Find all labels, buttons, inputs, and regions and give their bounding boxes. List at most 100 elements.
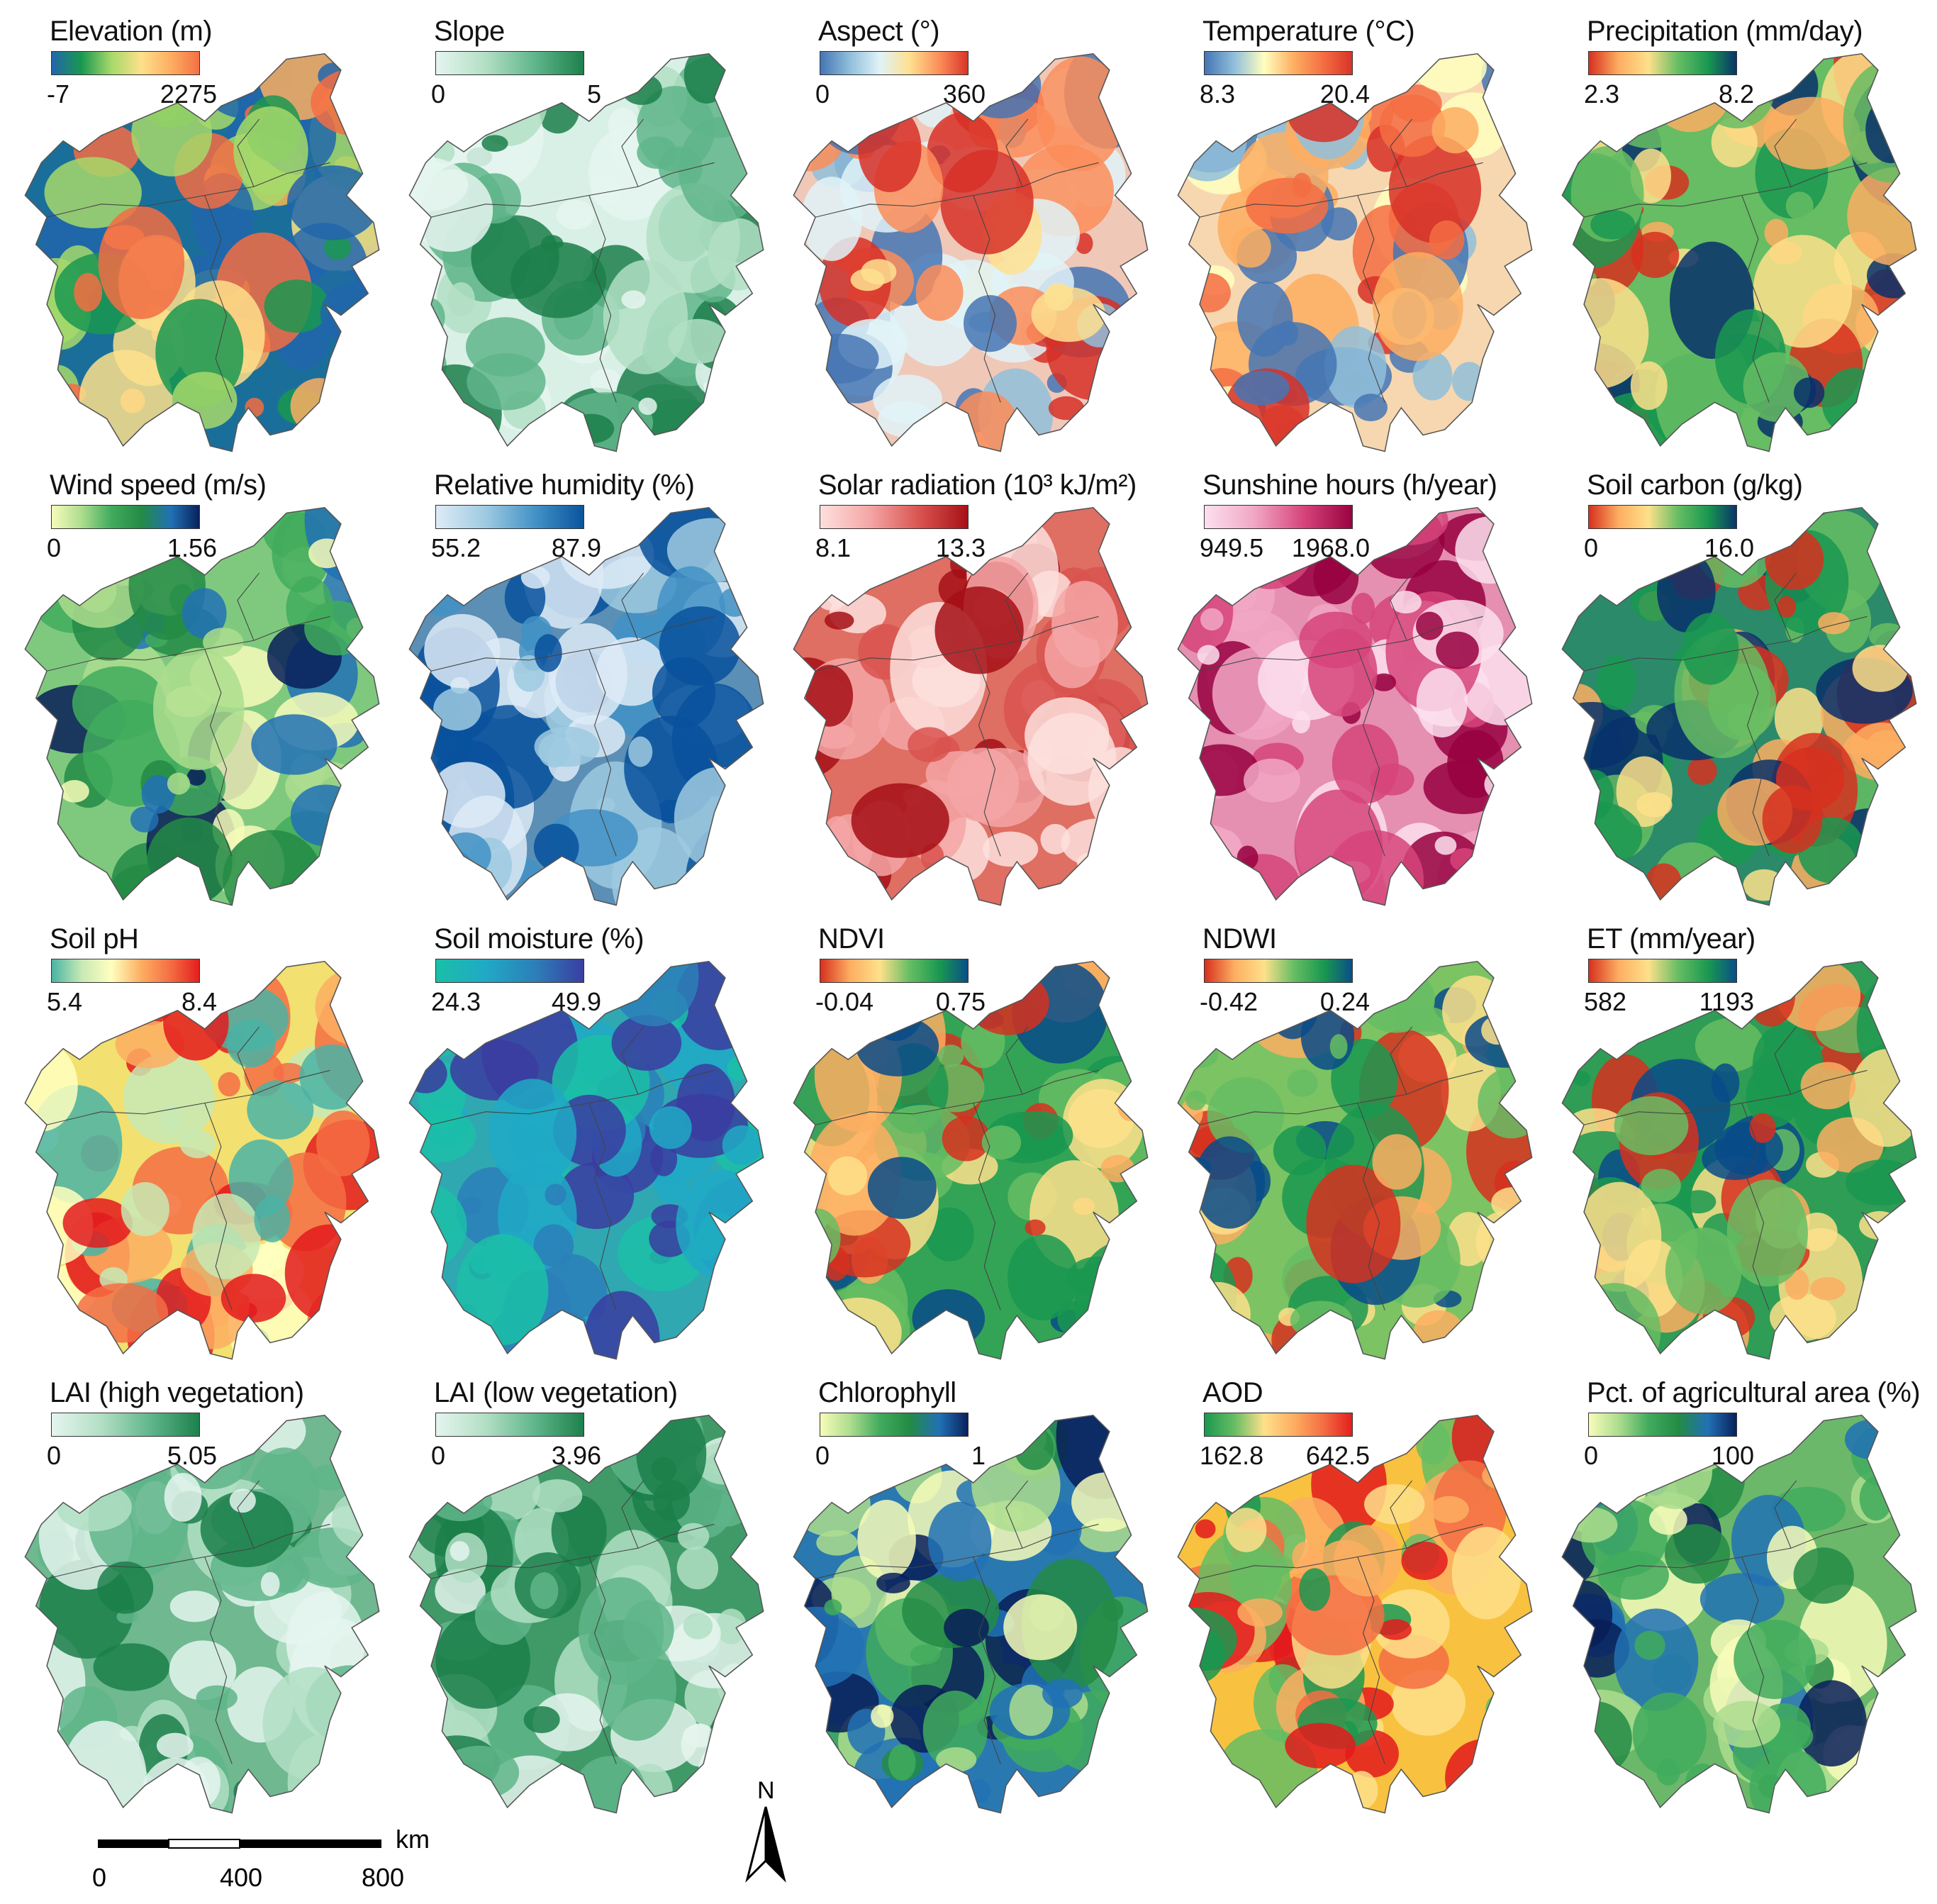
panel-title: Wind speed (m/s) [50, 469, 267, 501]
legend-max: 16.0 [1704, 533, 1754, 562]
legend-color-bar [1204, 1413, 1353, 1437]
panel-title: LAI (high vegetation) [50, 1377, 304, 1408]
legend-min: 0 [815, 79, 830, 108]
panel-title: Pct. of agricultural area (%) [1587, 1377, 1921, 1408]
legend-max: 1 [971, 1441, 986, 1470]
region-map [1551, 1404, 1927, 1830]
scale-unit: km [396, 1830, 430, 1854]
scale-tick-400: 400 [220, 1863, 262, 1892]
legend-color-bar [51, 1413, 200, 1437]
panel-title: LAI (low vegetation) [434, 1377, 678, 1408]
legend-color-bar [820, 505, 968, 529]
map-panel: Temperature (°C) 8.3 20.4 [1167, 14, 1543, 468]
legend-min: 8.1 [815, 533, 852, 562]
map-panel: Soil carbon (g/kg) 0 16.0 [1551, 468, 1927, 922]
north-label: N [757, 1777, 775, 1804]
map-panel: Slope 0 5 [398, 14, 774, 468]
panel-title: NDVI [818, 923, 885, 954]
region-map [1551, 43, 1927, 468]
legend-min: 0 [431, 79, 446, 108]
color-legend: -0.42 0.24 [1200, 959, 1370, 1016]
legend-min: 0 [431, 1441, 446, 1470]
panel-title: NDWI [1202, 923, 1277, 954]
map-panel: Wind speed (m/s) 0 1.56 [14, 468, 390, 922]
color-legend: 0 3.96 [431, 1413, 601, 1470]
legend-max: 13.3 [935, 533, 986, 562]
legend-max: 1193 [1699, 987, 1754, 1016]
legend-color-bar [1588, 51, 1737, 75]
color-legend: 8.3 20.4 [1200, 51, 1370, 108]
region-map [783, 1404, 1159, 1830]
panel-title: Temperature (°C) [1202, 16, 1415, 47]
legend-max: 642.5 [1305, 1441, 1370, 1470]
legend-color-bar [435, 1413, 584, 1437]
region-map [398, 1404, 774, 1830]
legend-color-bar [1588, 505, 1737, 529]
map-panel: Precipitation (mm/day) 2.3 8.2 [1551, 14, 1927, 468]
color-legend: 2.3 8.2 [1584, 51, 1754, 108]
legend-min: 5.4 [47, 987, 83, 1016]
map-panel: NDWI -0.42 0.24 [1167, 922, 1543, 1376]
map-panel: AOD 162.8 642.5 [1167, 1376, 1543, 1830]
region-map [783, 496, 1159, 922]
panel-title: ET (mm/year) [1587, 923, 1755, 954]
panel-title: Chlorophyll [818, 1377, 956, 1408]
region-map [1167, 950, 1543, 1376]
legend-min: -0.42 [1200, 987, 1258, 1016]
legend-max: 49.9 [551, 987, 601, 1016]
legend-min: 24.3 [431, 987, 481, 1016]
map-panel: Chlorophyll 0 1 [783, 1376, 1159, 1830]
legend-max: 5 [586, 79, 601, 108]
scale-bar: km 0 400 800 [92, 1825, 461, 1900]
legend-color-bar [51, 505, 200, 529]
color-legend: -0.04 0.75 [815, 959, 986, 1016]
legend-min: 8.3 [1200, 79, 1236, 108]
map-panel: Solar radiation (10³ kJ/m²) 8.1 13.3 [783, 468, 1159, 922]
region-map [1551, 496, 1927, 922]
map-panel: Relative humidity (%) 55.2 87.9 [398, 468, 774, 922]
legend-max: 3.96 [551, 1441, 601, 1470]
region-map [1167, 496, 1543, 922]
legend-min: 55.2 [431, 533, 481, 562]
legend-color-bar [1588, 1413, 1737, 1437]
region-map [398, 950, 774, 1376]
legend-max: 5.05 [167, 1441, 217, 1470]
legend-color-bar [820, 959, 968, 983]
color-legend: 24.3 49.9 [431, 959, 601, 1016]
region-map [1167, 43, 1543, 468]
legend-max: 100 [1711, 1441, 1754, 1470]
legend-max: 8.2 [1718, 79, 1754, 108]
panel-title: Solar radiation (10³ kJ/m²) [818, 469, 1137, 501]
map-panel: Sunshine hours (h/year) 949.5 1968.0 [1167, 468, 1543, 922]
region-map [1167, 1404, 1543, 1830]
color-legend: 0 360 [815, 51, 986, 108]
legend-max: 0.75 [935, 987, 986, 1016]
legend-min: -0.04 [815, 987, 874, 1016]
panel-title: Sunshine hours (h/year) [1202, 469, 1497, 501]
map-panel: Aspect (°) 0 360 [783, 14, 1159, 468]
legend-min: 0 [47, 533, 62, 562]
map-panel: ET (mm/year) 582 1193 [1551, 922, 1927, 1376]
legend-max: 87.9 [551, 533, 601, 562]
legend-color-bar [51, 51, 200, 75]
legend-min: 162.8 [1200, 1441, 1264, 1470]
region-map [398, 43, 774, 468]
color-legend: 0 1 [815, 1413, 986, 1470]
legend-color-bar [1204, 505, 1353, 529]
panel-title: Elevation (m) [50, 16, 213, 47]
legend-max: 360 [942, 79, 986, 108]
region-map [14, 43, 390, 468]
scale-tick-800: 800 [362, 1863, 404, 1892]
legend-color-bar [1204, 959, 1353, 983]
map-panel: Soil pH 5.4 8.4 [14, 922, 390, 1376]
legend-color-bar [820, 51, 968, 75]
legend-color-bar [820, 1413, 968, 1437]
panel-title: Soil carbon (g/kg) [1587, 469, 1803, 501]
map-panel: Soil moisture (%) 24.3 49.9 [398, 922, 774, 1376]
color-legend: 0 5.05 [47, 1413, 217, 1470]
map-panel: Pct. of agricultural area (%) 0 100 [1551, 1376, 1927, 1830]
north-arrow-icon: N [737, 1773, 794, 1886]
legend-max: 0.24 [1319, 987, 1370, 1016]
legend-min: 949.5 [1200, 533, 1264, 562]
legend-color-bar [51, 959, 200, 983]
